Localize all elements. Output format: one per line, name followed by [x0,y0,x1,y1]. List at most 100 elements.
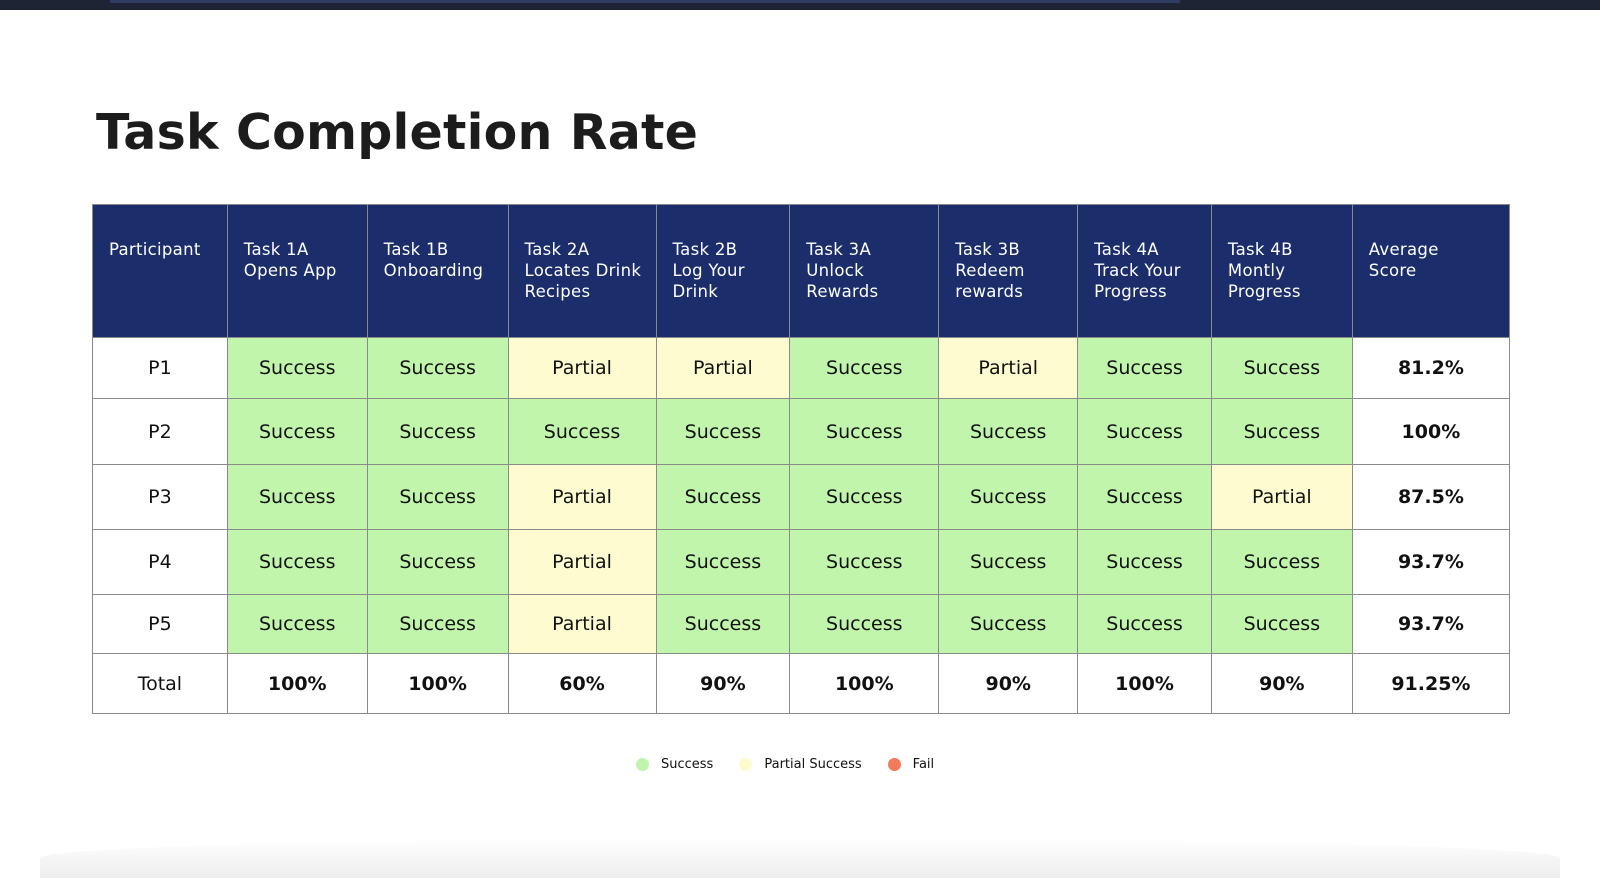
header-task-7: Task 4A Track Your Progress [1077,204,1212,338]
result-cell-success: Success [789,464,940,530]
header-line: Log Your [672,261,745,280]
result-cell-success: Success [366,337,509,399]
result-cell-success: Success [655,464,791,530]
result-cell-success: Success [1210,529,1353,595]
header-line: Opens App [243,261,337,280]
top-window-bar [0,0,1600,10]
result-cell-success: Success [655,529,791,595]
header-line: Rewards [806,282,879,301]
participant-cell: P3 [92,464,228,530]
average-score-cell: 87.5% [1351,464,1511,530]
result-cell-partial: Partial [1210,464,1353,530]
header-line: Task 3B [955,240,1021,259]
participant-cell: P4 [92,529,228,595]
page-title: Task Completion Rate [96,104,699,161]
header-line: Unlock [806,261,864,280]
result-cell-success: Success [789,398,940,465]
header-line: Task 2B [672,240,738,259]
result-cell-success: Success [789,337,940,399]
header-line: Onboarding [383,261,484,280]
table-row: P3 Success Success Partial Success Success Suc… [92,464,1511,530]
header-line: Progress [1227,282,1301,301]
result-cell-success: Success [1210,398,1353,465]
header-row: Participant Task 1A Opens App Task 1B Onboar… [92,204,1511,338]
header-average-score: Average Score [1351,204,1511,338]
result-cell-partial: Partial [655,337,791,399]
header-line: Redeem [955,261,1025,280]
header-line: Task 3A [806,240,872,259]
total-cell: 100% [226,653,368,714]
total-cell: 100% [1077,653,1212,714]
result-cell-partial: Partial [507,594,657,654]
result-cell-success: Success [226,594,368,654]
legend-dot-icon [739,758,753,771]
table-row: P4 Success Success Partial Success Success Suc… [92,529,1511,595]
total-cell: 60% [507,653,657,714]
participant-cell: P1 [92,337,228,399]
header-line: Progress [1094,282,1167,301]
result-cell-success: Success [366,398,509,465]
total-cell: 100% [366,653,509,714]
header-line: Track Your [1094,261,1181,280]
result-cell-success: Success [789,529,940,595]
table-body: P1 Success Success Partial Partial Success Par… [92,337,1511,714]
header-task-3: Task 2A Locates Drink Recipes [507,204,657,338]
header-participant: Participant [92,204,228,338]
result-cell-success: Success [938,464,1079,530]
header-line: rewards [955,282,1024,301]
average-score-cell: 93.7% [1351,594,1511,654]
result-cell-success: Success [226,529,368,595]
total-cell: 90% [938,653,1079,714]
header-line: Task 1B [383,240,449,259]
legend: Success Partial Success Fail [636,757,960,772]
legend-item: Success [636,757,713,772]
legend-item: Fail [887,757,935,772]
header-task-4: Task 2B Log Your Drink [655,204,791,338]
header-line: Task 2A [524,240,590,259]
total-cell: 100% [789,653,940,714]
total-label: Total [92,653,228,714]
result-cell-success: Success [226,464,368,530]
header-line: Score [1368,261,1417,280]
header-line: Locates Drink [524,261,642,280]
legend-dot-icon [887,758,901,771]
result-cell-success: Success [366,529,509,595]
total-cell: 90% [655,653,791,714]
table-row: P5 Success Success Partial Success Success Suc… [92,594,1511,654]
participant-cell: P2 [92,398,228,465]
result-cell-success: Success [226,337,368,399]
result-cell-success: Success [938,594,1079,654]
result-cell-success: Success [789,594,940,654]
result-cell-success: Success [1077,529,1212,595]
result-cell-partial: Partial [938,337,1079,399]
header-line: Participant [109,240,201,259]
header-task-6: Task 3B Redeem rewards [938,204,1079,338]
header-line: Drink [672,282,719,301]
table-row: P1 Success Success Partial Partial Success Par… [92,337,1511,399]
header-line: Task 4B [1227,240,1293,259]
header-line: Average [1368,240,1439,259]
legend-label: Partial Success [764,757,862,772]
average-score-cell: 100% [1351,398,1511,465]
total-row: Total 100% 100% 60% 90% 100% 90% 100% 90% 91.25% [92,653,1511,714]
total-average-cell: 91.25% [1351,653,1511,714]
bottom-shadow [40,838,1560,878]
header-line: Montly [1227,261,1286,280]
table-row: P2 Success Success Success Success Success Suc… [92,398,1511,465]
result-cell-success: Success [1077,594,1212,654]
result-cell-success: Success [226,398,368,465]
header-task-1: Task 1A Opens App [226,204,368,338]
result-cell-success: Success [1077,337,1212,399]
result-cell-partial: Partial [507,464,657,530]
result-cell-success: Success [1210,594,1353,654]
result-cell-success: Success [366,464,509,530]
average-score-cell: 93.7% [1351,529,1511,595]
legend-label: Success [661,757,714,772]
legend-label: Fail [912,757,935,772]
result-cell-success: Success [1210,337,1353,399]
header-line: Recipes [524,282,591,301]
task-completion-table: Participant Task 1A Opens App Task 1B Onboar… [92,204,1511,714]
result-cell-success: Success [1077,398,1212,465]
header-task-2: Task 1B Onboarding [366,204,509,338]
result-cell-partial: Partial [507,337,657,399]
